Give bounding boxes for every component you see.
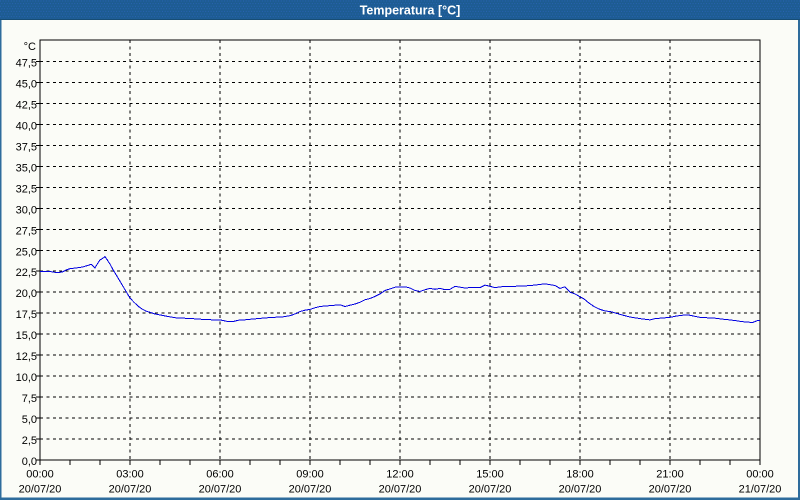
svg-text:27,5: 27,5 [16, 225, 37, 237]
svg-text:5,0: 5,0 [22, 414, 37, 426]
svg-text:18:00: 18:00 [566, 469, 594, 481]
svg-text:20/07/20: 20/07/20 [199, 484, 242, 496]
svg-text:15,0: 15,0 [16, 330, 37, 342]
svg-text:00:00: 00:00 [746, 469, 774, 481]
svg-text:15:00: 15:00 [476, 469, 504, 481]
svg-text:20/07/20: 20/07/20 [19, 484, 62, 496]
svg-text:35,0: 35,0 [16, 162, 37, 174]
svg-text:7,5: 7,5 [22, 393, 37, 405]
svg-text:°C: °C [24, 41, 36, 53]
svg-text:17,5: 17,5 [16, 309, 37, 321]
svg-text:37,5: 37,5 [16, 141, 37, 153]
svg-text:03:00: 03:00 [116, 469, 144, 481]
svg-text:25,0: 25,0 [16, 246, 37, 258]
svg-text:0,0: 0,0 [22, 456, 37, 468]
svg-text:00:00: 00:00 [26, 469, 54, 481]
svg-text:2,5: 2,5 [22, 435, 37, 447]
svg-text:21:00: 21:00 [656, 469, 684, 481]
svg-text:30,0: 30,0 [16, 204, 37, 216]
svg-text:12:00: 12:00 [386, 469, 414, 481]
svg-text:22,5: 22,5 [16, 267, 37, 279]
svg-text:20/07/20: 20/07/20 [289, 484, 332, 496]
svg-text:20/07/20: 20/07/20 [469, 484, 512, 496]
svg-text:12,5: 12,5 [16, 351, 37, 363]
svg-text:09:00: 09:00 [296, 469, 324, 481]
svg-text:20,0: 20,0 [16, 288, 37, 300]
svg-text:45,0: 45,0 [16, 79, 37, 91]
svg-text:20/07/20: 20/07/20 [559, 484, 602, 496]
svg-text:42,5: 42,5 [16, 99, 37, 111]
svg-text:32,5: 32,5 [16, 183, 37, 195]
svg-text:20/07/20: 20/07/20 [649, 484, 692, 496]
svg-text:Temperatura [°C]: Temperatura [°C] [360, 4, 461, 18]
svg-text:47,5: 47,5 [16, 58, 37, 70]
svg-text:20/07/20: 20/07/20 [379, 484, 422, 496]
svg-text:10,0: 10,0 [16, 372, 37, 384]
svg-text:21/07/20: 21/07/20 [739, 484, 782, 496]
svg-text:06:00: 06:00 [206, 469, 234, 481]
svg-text:20/07/20: 20/07/20 [109, 484, 152, 496]
svg-text:40,0: 40,0 [16, 120, 37, 132]
